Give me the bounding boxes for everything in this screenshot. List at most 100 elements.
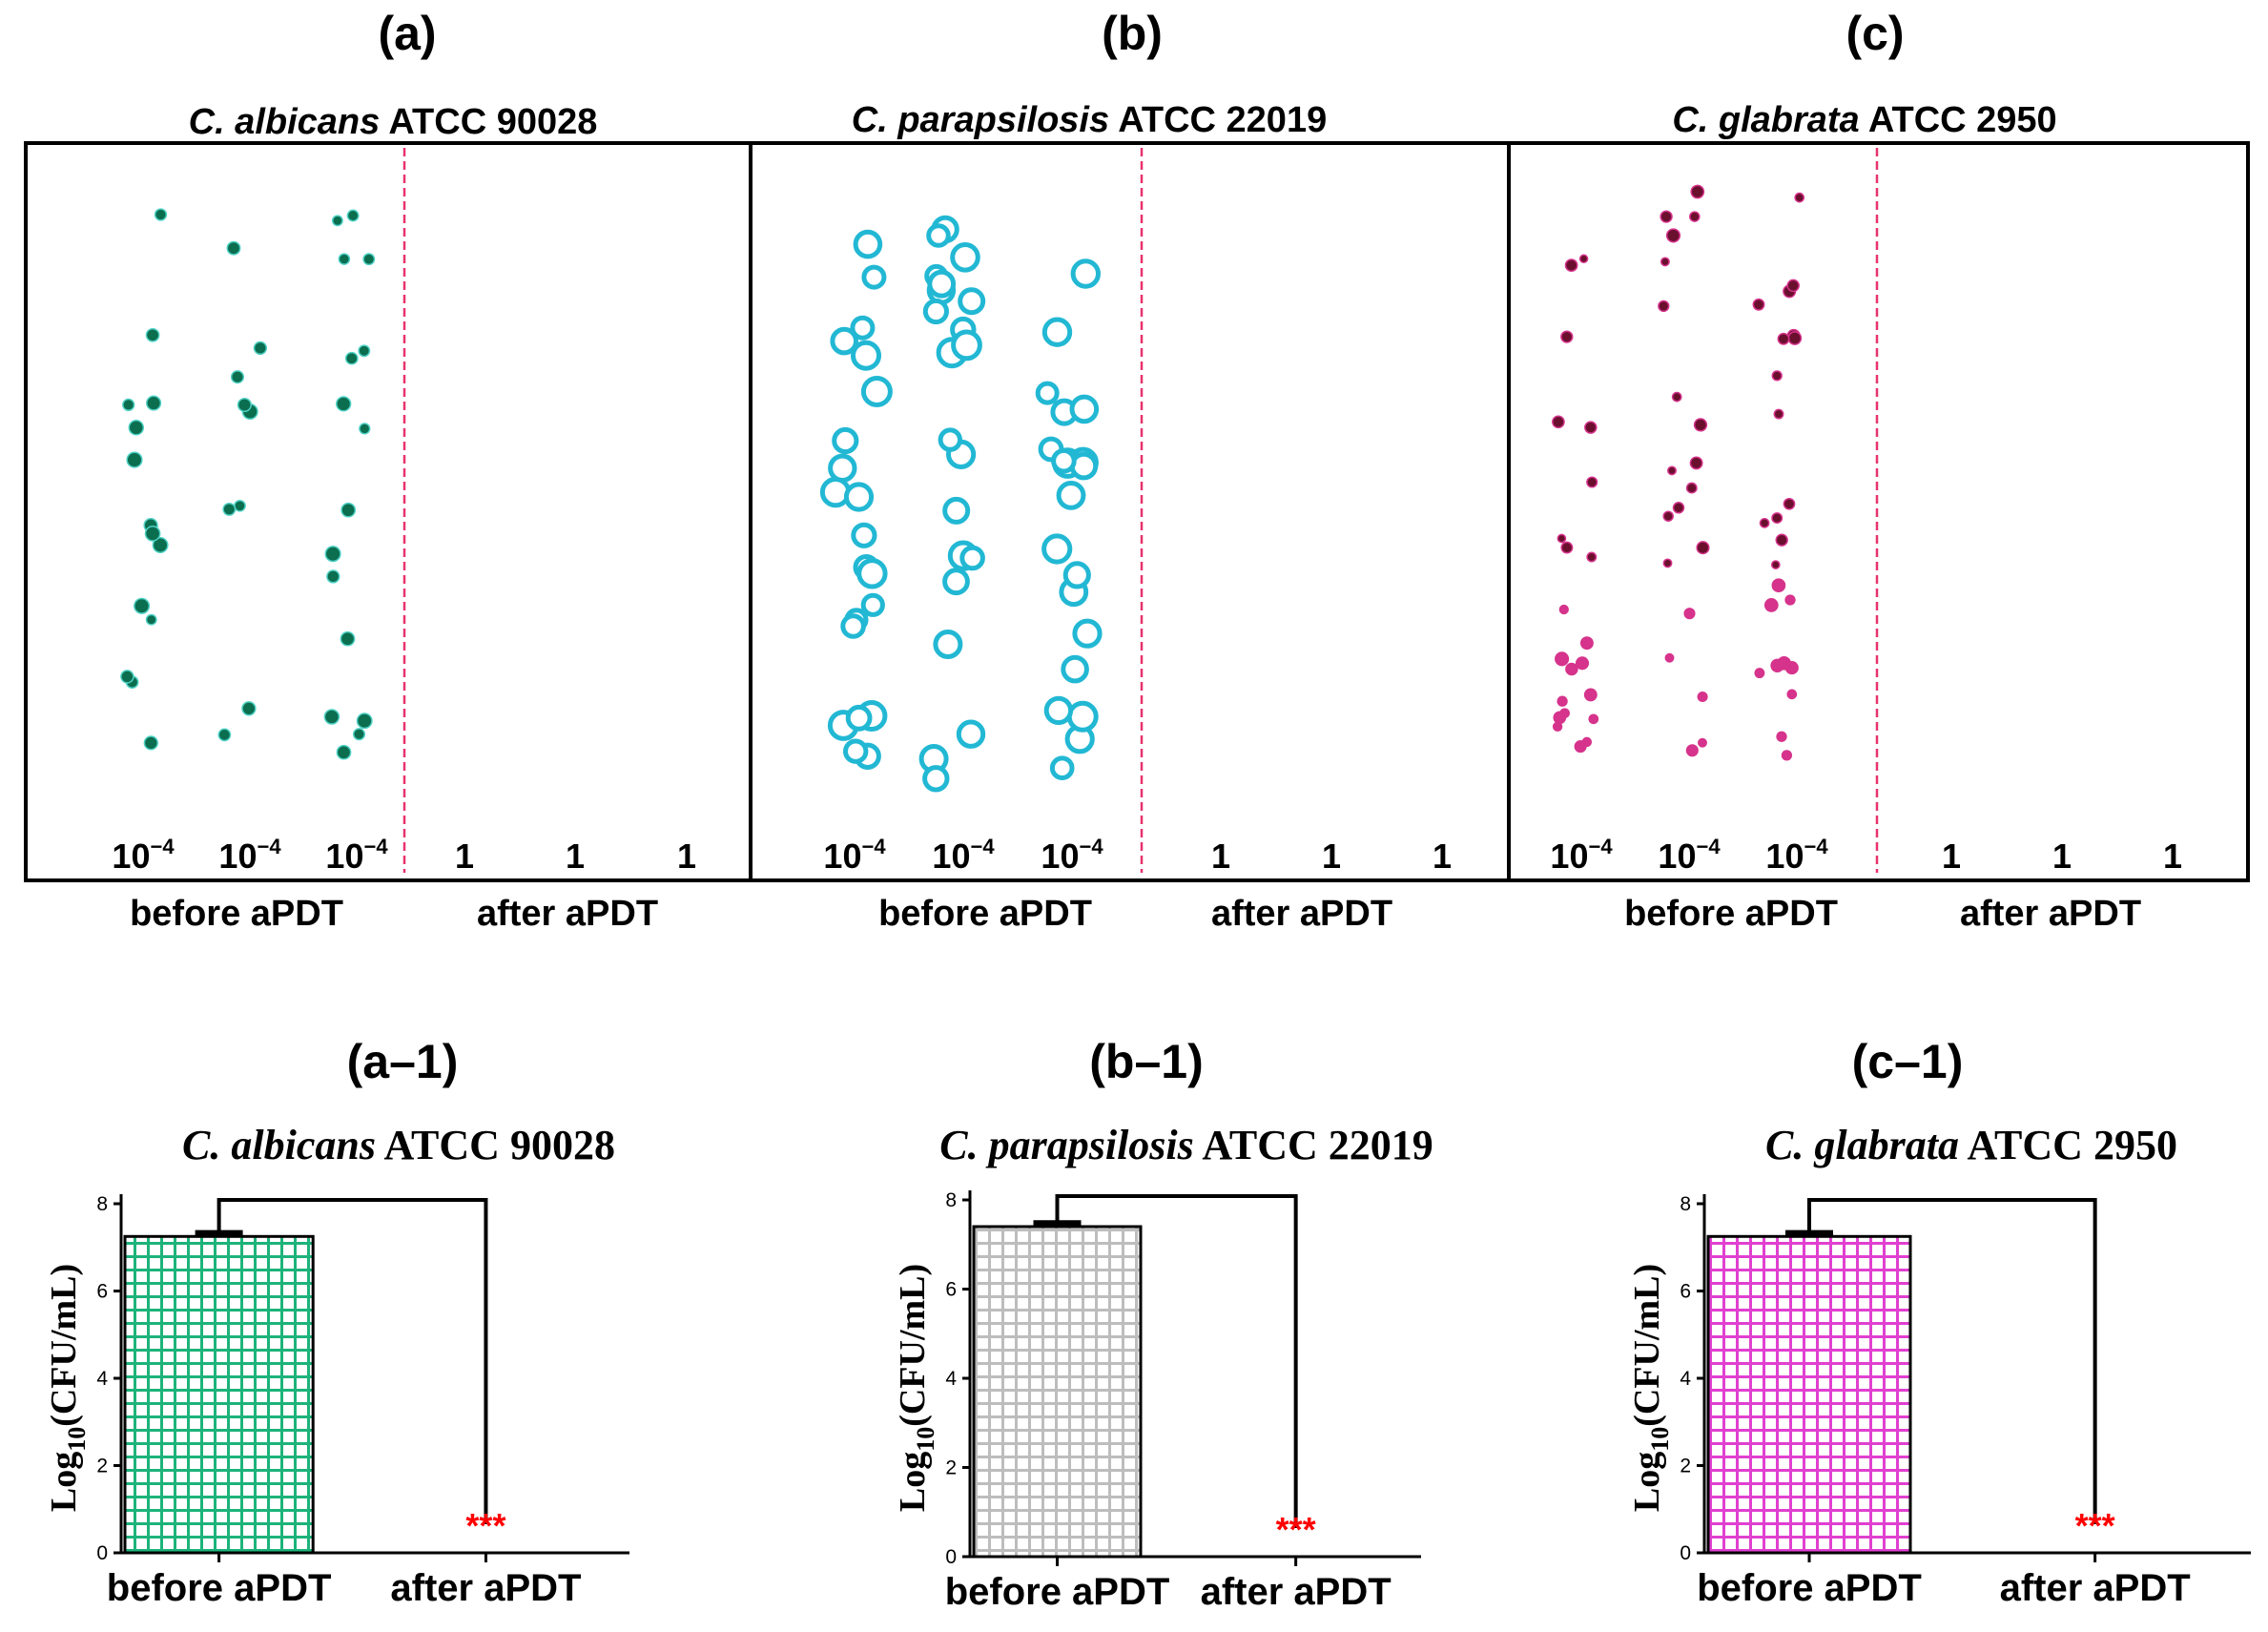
colony-spot xyxy=(1665,228,1681,243)
colony-spot xyxy=(850,315,876,341)
y-tick-label: 6 xyxy=(1680,1281,1691,1303)
colony-spot xyxy=(942,568,970,596)
colony-spot xyxy=(217,728,232,742)
colony-spot xyxy=(323,709,340,725)
colony-spot xyxy=(830,326,859,356)
y-tick-label: 4 xyxy=(945,1368,957,1390)
bar-chart-a1: (a–1) C. albicans ATCC 90028 *** 0 2 4 6 8 befor… xyxy=(44,1035,629,1609)
colony-spot xyxy=(1696,541,1710,555)
colony-spot xyxy=(1588,713,1599,725)
y-tick-label: 2 xyxy=(96,1456,108,1477)
colony-spot xyxy=(143,735,158,751)
colony-spot xyxy=(1770,560,1781,569)
panel-label-a: (a) xyxy=(378,7,436,60)
colony-spot xyxy=(843,738,869,764)
colony-spot xyxy=(1660,210,1673,223)
colony-spot xyxy=(1787,331,1803,345)
bar xyxy=(123,1234,315,1555)
colonies-b xyxy=(819,215,1103,793)
colony-spot xyxy=(326,569,340,584)
colony-spot xyxy=(237,397,252,413)
x-category-label: before aPDT xyxy=(1697,1567,1922,1609)
colony-spot xyxy=(340,630,356,647)
colony-spot xyxy=(1560,541,1574,554)
colony-spot xyxy=(1776,731,1787,742)
colony-spot xyxy=(956,719,986,749)
y-tick-label: 2 xyxy=(945,1457,957,1479)
colony-spot xyxy=(1759,518,1770,528)
colony-spot xyxy=(253,341,268,356)
y-tick-label: 6 xyxy=(945,1279,957,1301)
chart-panel-label: (b–1) xyxy=(1089,1035,1203,1088)
colony-spot xyxy=(853,229,883,259)
colony-spot xyxy=(840,613,866,639)
x-category-label: after aPDT xyxy=(2000,1567,2191,1609)
colony-spot xyxy=(1662,558,1673,568)
colony-spot xyxy=(926,223,951,248)
colony-spot xyxy=(860,592,885,617)
colony-spot xyxy=(1041,533,1073,565)
species-title-c: C. glabrata ATCC 2950 xyxy=(1672,100,2056,140)
significance-bracket xyxy=(216,1198,488,1524)
colony-spot xyxy=(1771,512,1783,525)
significance-bracket xyxy=(1055,1194,1298,1528)
colony-spot xyxy=(352,728,366,741)
bar-chart-b1: (b–1) C. parapsilosis ATCC 22019 *** 0 2 4 6 8 b… xyxy=(893,1035,1433,1613)
colony-spot xyxy=(1051,447,1077,474)
y-tick-label: 0 xyxy=(96,1542,108,1564)
colony-spot xyxy=(1777,332,1790,345)
y-tick-label: 8 xyxy=(1680,1193,1691,1215)
colonies-c xyxy=(1552,184,1805,761)
colony-spot xyxy=(1794,192,1805,203)
colony-spot xyxy=(128,420,145,436)
colony-spot xyxy=(1672,502,1685,514)
x-category-label: after aPDT xyxy=(390,1567,581,1609)
before-label-c: before aPDT xyxy=(1624,894,1838,934)
significance-label: *** xyxy=(465,1506,505,1545)
colony-spot xyxy=(1786,689,1798,700)
colony-spot xyxy=(1763,598,1779,612)
before-label-a: before aPDT xyxy=(130,894,343,934)
dilution-labels-a: 10−4 10−4 10−4 1 1 1 xyxy=(112,835,696,876)
colony-spot xyxy=(1667,465,1677,476)
colony-spot xyxy=(933,630,963,659)
colony-spot xyxy=(1671,391,1682,403)
colony-spot xyxy=(843,482,875,512)
after-count-label: 1 xyxy=(1211,837,1230,876)
colony-spot xyxy=(1685,744,1699,757)
colony-spot xyxy=(927,269,957,299)
dilution-labels-c: 10−4 10−4 10−4 1 1 1 xyxy=(1550,835,2182,876)
colony-spot xyxy=(346,209,360,222)
plate-frame xyxy=(24,141,2250,882)
colony-spot xyxy=(1683,608,1696,620)
strain-b: ATCC 22019 xyxy=(1118,100,1327,140)
colony-spot xyxy=(152,537,169,553)
colony-spot xyxy=(1660,257,1670,267)
x-category-label: before aPDT xyxy=(107,1567,332,1609)
colony-spot xyxy=(222,502,237,516)
colony-spot xyxy=(344,351,359,365)
y-tick-label: 4 xyxy=(1680,1368,1691,1390)
dilution-label: 10−4 xyxy=(1765,835,1828,876)
chart-panel-label: (c–1) xyxy=(1852,1035,1964,1088)
colony-spot xyxy=(1558,604,1569,615)
colony-spot xyxy=(832,426,859,455)
colony-spot xyxy=(356,713,373,730)
species-title-b: C. parapsilosis ATCC 22019 xyxy=(852,100,1327,140)
bar-chart-c1: (c–1) C. glabrata ATCC 2950 *** 0 2 4 6 8 before… xyxy=(1627,1035,2251,1609)
colony-spot xyxy=(1560,330,1574,343)
bar xyxy=(1706,1234,1912,1555)
y-tick-label: 0 xyxy=(1680,1542,1691,1564)
colony-spot xyxy=(922,765,950,793)
after-label-c: after aPDT xyxy=(1960,894,2141,934)
chart-title: C. parapsilosis ATCC 22019 xyxy=(939,1122,1433,1168)
panel-a: (a) C. albicans ATCC 90028 10−4 10−4 10−… xyxy=(112,7,696,934)
colony-spot xyxy=(1685,482,1698,494)
before-label-b: before aPDT xyxy=(878,894,1092,934)
significance-label: *** xyxy=(2075,1506,2115,1545)
colonies-a xyxy=(120,208,376,760)
y-tick-label: 2 xyxy=(1680,1456,1691,1477)
after-count-label: 1 xyxy=(677,837,696,876)
dilution-label: 10−4 xyxy=(112,835,175,876)
after-label-a: after aPDT xyxy=(477,894,658,934)
